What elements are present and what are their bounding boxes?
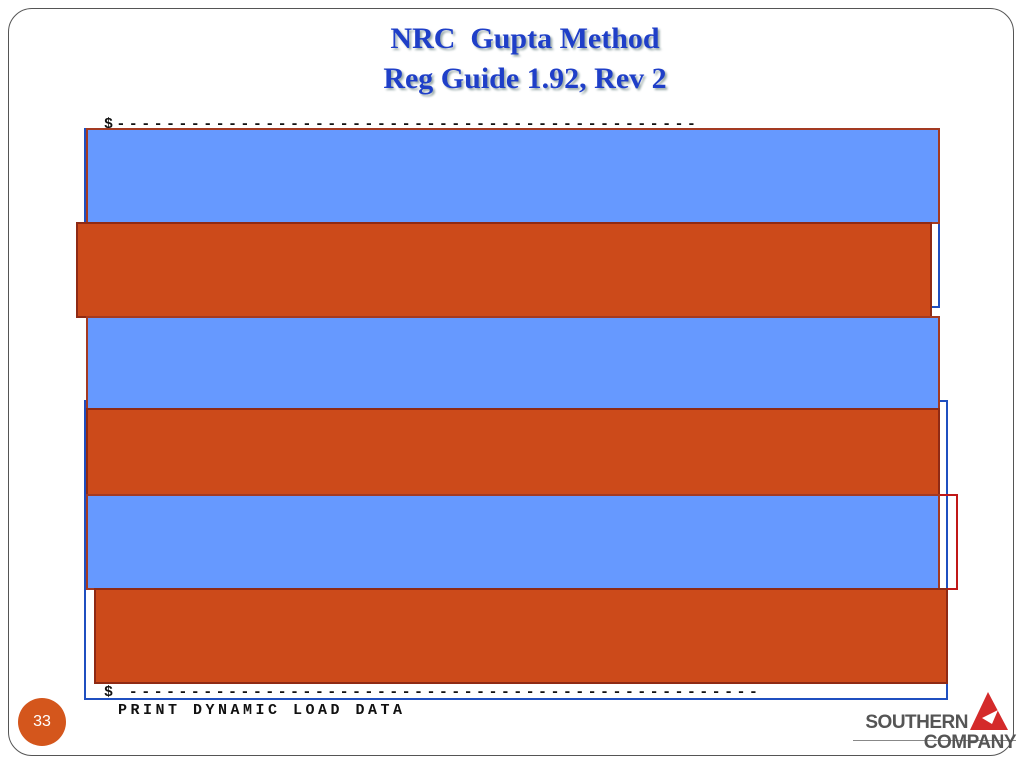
logo-text: SOUTHERN <box>865 712 968 733</box>
cover-block <box>76 222 932 318</box>
cover-block <box>86 494 940 590</box>
cover-block <box>86 408 940 496</box>
logo-mark <box>970 692 1008 730</box>
logo-text: COMPANY <box>923 732 1017 753</box>
cover-block <box>86 128 940 224</box>
code-line: $ --------------------------------------… <box>104 684 762 701</box>
slide-subtitle: Reg Guide 1.92, Rev 2 <box>383 62 667 95</box>
slide-title: NRC Gupta Method <box>390 22 660 55</box>
page-number: 33 <box>18 698 66 746</box>
cover-block <box>94 588 948 684</box>
slide-frame <box>8 8 1014 756</box>
code-line: PRINT DYNAMIC LOAD DATA <box>118 702 406 719</box>
footer-rule <box>853 740 1016 741</box>
cover-block <box>86 316 940 412</box>
